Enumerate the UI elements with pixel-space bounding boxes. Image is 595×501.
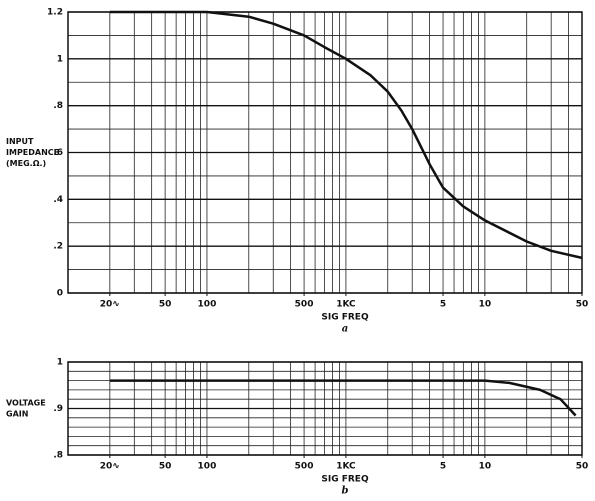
x-tick-label: 5 (440, 462, 446, 472)
x-tick-label: 50 (576, 300, 589, 310)
y-tick-label: 1.2 (47, 8, 63, 18)
x-tick-label: 10 (479, 300, 492, 310)
x-tick-label: 20∿ (100, 300, 120, 310)
caption: a (342, 324, 348, 335)
x-tick-label: 500 (295, 462, 314, 472)
y-tick-label: .6 (53, 148, 63, 158)
y-tick-label: 1 (57, 358, 63, 368)
x-tick-label: 20∿ (100, 462, 120, 472)
x-tick-label: 1KC (336, 462, 356, 472)
data-line (109, 10, 583, 260)
x-tick-label: 10 (479, 462, 492, 472)
y-axis-label: (MEG.Ω.) (6, 159, 46, 168)
x-tick-label: 100 (198, 300, 217, 310)
y-tick-label: .9 (53, 404, 63, 414)
y-tick-label: .4 (53, 195, 63, 205)
data-line (109, 379, 577, 417)
caption: b (342, 486, 349, 497)
x-axis-label: SIG FREQ (321, 313, 369, 323)
y-axis-label: GAIN (6, 410, 28, 419)
y-tick-label: 1 (57, 54, 63, 64)
plot-frame (67, 11, 583, 294)
x-tick-label: 5 (440, 300, 446, 310)
x-tick-label: 50 (159, 300, 172, 310)
x-tick-label: 50 (576, 462, 589, 472)
x-tick-label: 1KC (336, 300, 356, 310)
plot-frame (67, 361, 583, 456)
x-tick-label: 100 (198, 462, 217, 472)
x-axis-label: SIG FREQ (321, 475, 369, 485)
x-tick-label: 500 (295, 300, 314, 310)
y-tick-label: .2 (53, 242, 63, 252)
y-tick-label: 0 (57, 289, 63, 299)
y-axis-label: INPUT (6, 137, 34, 146)
y-axis-label: VOLTAGE (6, 399, 46, 408)
y-axis-label: IMPEDANCE (6, 148, 59, 157)
y-tick-label: .8 (53, 451, 63, 461)
x-tick-label: 50 (159, 462, 172, 472)
y-tick-label: .8 (53, 101, 63, 111)
